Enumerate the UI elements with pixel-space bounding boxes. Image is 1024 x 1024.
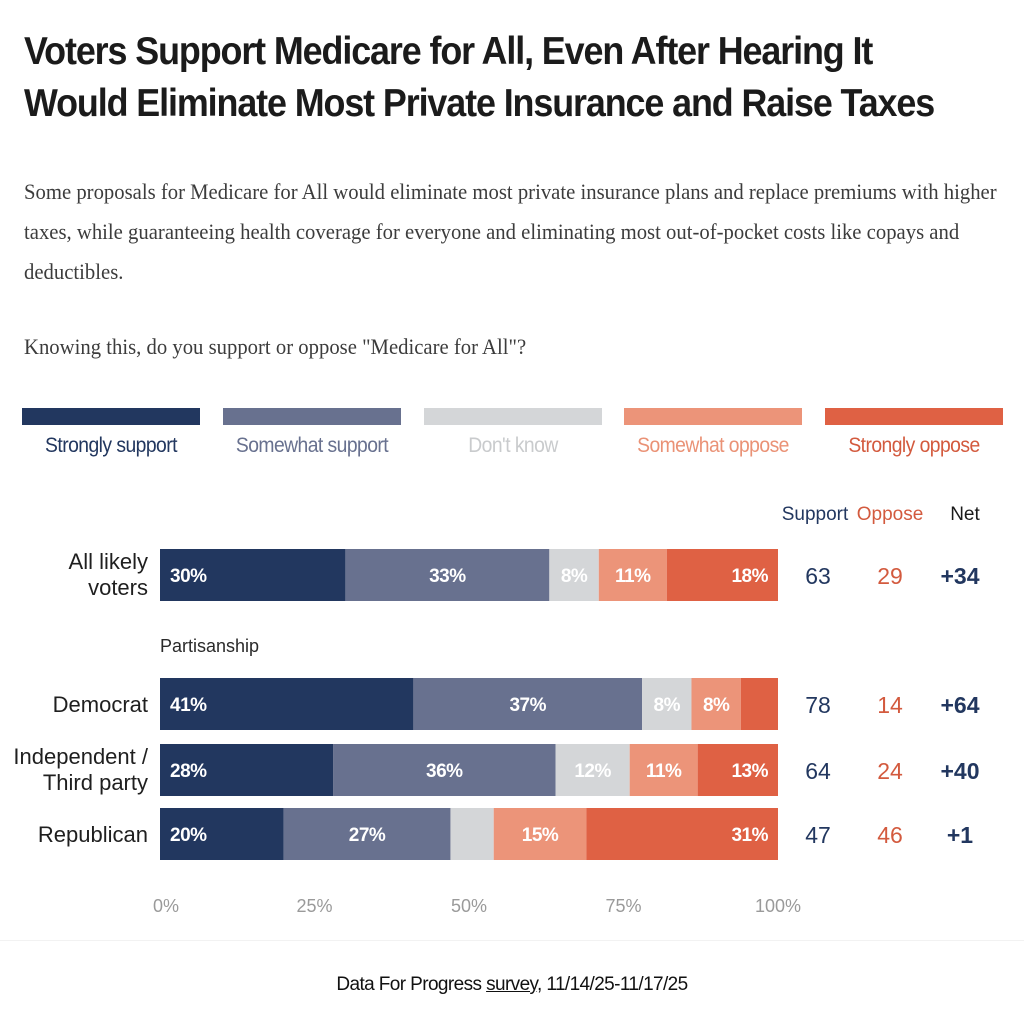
data-label: 36% [426, 761, 463, 782]
chart-subtitle: Some proposals for Medicare for All woul… [24, 179, 997, 284]
data-label: 11% [646, 761, 682, 782]
legend-swatch [22, 408, 200, 425]
bar-segment [598, 549, 667, 601]
bar-segment [333, 744, 556, 796]
legend-swatch [624, 408, 802, 425]
summary-net-value: +34 [940, 563, 979, 589]
x-tick-label: 75% [605, 896, 641, 916]
data-label: 33% [429, 566, 466, 587]
category-label: voters [88, 575, 148, 600]
category-label: Independent / [13, 744, 148, 769]
x-tick-label: 50% [451, 896, 487, 916]
legend-item: Somewhat support [223, 408, 401, 458]
data-label: 8% [703, 695, 730, 716]
data-label: 8% [561, 566, 588, 587]
summary-support-value: 78 [805, 692, 831, 718]
data-label: 12% [574, 761, 611, 782]
survey-question: Knowing this, do you support or oppose "… [24, 334, 527, 359]
source-dates: , 11/14/25-11/17/25 [537, 974, 688, 995]
summary-support-value: 47 [805, 822, 831, 848]
data-label: 18% [731, 566, 768, 587]
bar-segment [413, 678, 643, 730]
summary-oppose-value: 14 [877, 692, 903, 718]
summary-oppose-value: 29 [877, 563, 903, 589]
bar-segment [345, 549, 550, 601]
source-footer: Data For Progress survey, 11/14/25-11/17… [0, 974, 1024, 996]
data-label: 11% [615, 566, 651, 587]
summary-oppose-value: 46 [877, 822, 903, 848]
legend-item: Strongly support [22, 408, 200, 458]
summary-support-value: 63 [805, 563, 831, 589]
legend-label: Somewhat support [235, 434, 389, 457]
bar-segment [555, 744, 630, 796]
data-label: 41% [170, 695, 207, 716]
category-label: All likely [69, 549, 148, 574]
x-tick-label: 100% [755, 896, 801, 916]
summary-header-net: Net [950, 504, 980, 525]
legend-swatch [424, 408, 602, 425]
summary-oppose-value: 24 [877, 758, 903, 784]
legend-label: Somewhat oppose [637, 434, 789, 457]
bar-segment [697, 744, 778, 796]
category-label: Third party [43, 770, 148, 795]
data-label: 8% [654, 695, 681, 716]
group-label-partisanship: Partisanship [160, 636, 259, 656]
bar-segment [450, 808, 494, 860]
legend-label: Strongly support [45, 434, 177, 457]
summary-support-value: 64 [805, 758, 831, 784]
legend-item: Strongly oppose [825, 408, 1003, 458]
legend-swatch [223, 408, 401, 425]
legend-swatch [825, 408, 1003, 425]
data-label: 20% [170, 825, 207, 846]
bar-segment [586, 808, 778, 860]
legend-label: Strongly oppose [848, 434, 980, 457]
chart-title: Voters Support Medicare for All, Even Af… [24, 30, 935, 125]
legend-item: Somewhat oppose [624, 408, 802, 458]
bar-segment [691, 678, 741, 730]
summary-header-oppose: Oppose [857, 504, 924, 525]
data-label: 37% [509, 695, 546, 716]
bar-segment [642, 678, 692, 730]
survey-link[interactable]: survey [486, 974, 538, 995]
summary-header-support: Support [782, 504, 849, 525]
divider [0, 940, 1024, 941]
bar-segment [283, 808, 451, 860]
data-label: 30% [170, 566, 207, 587]
bar-segment [160, 744, 334, 796]
bar-segment [629, 744, 698, 796]
legend-label: Don't know [468, 434, 558, 457]
stacked-bar-chart: Support Oppose Net Partisanship All likelyvo… [13, 504, 980, 916]
bar-segment [160, 678, 414, 730]
x-tick-label: 25% [296, 896, 332, 916]
summary-net-value: +1 [947, 822, 973, 848]
bar-segment [549, 549, 599, 601]
summary-net-value: +64 [940, 692, 979, 718]
data-label: 27% [349, 825, 386, 846]
data-label: 13% [731, 761, 768, 782]
data-label: 15% [522, 825, 559, 846]
bar-segment [666, 549, 778, 601]
bar-segment [160, 549, 346, 601]
x-tick-label: 0% [153, 896, 179, 916]
summary-net-value: +40 [940, 758, 979, 784]
category-label: Republican [38, 822, 148, 847]
source-text: Data For Progress [336, 974, 487, 995]
bar-segment [160, 808, 284, 860]
bar-segment [493, 808, 587, 860]
legend-item: Don't know [424, 408, 602, 458]
data-label: 31% [731, 825, 768, 846]
category-label: Democrat [53, 692, 148, 717]
data-label: 28% [170, 761, 207, 782]
bar-segment [740, 678, 778, 730]
